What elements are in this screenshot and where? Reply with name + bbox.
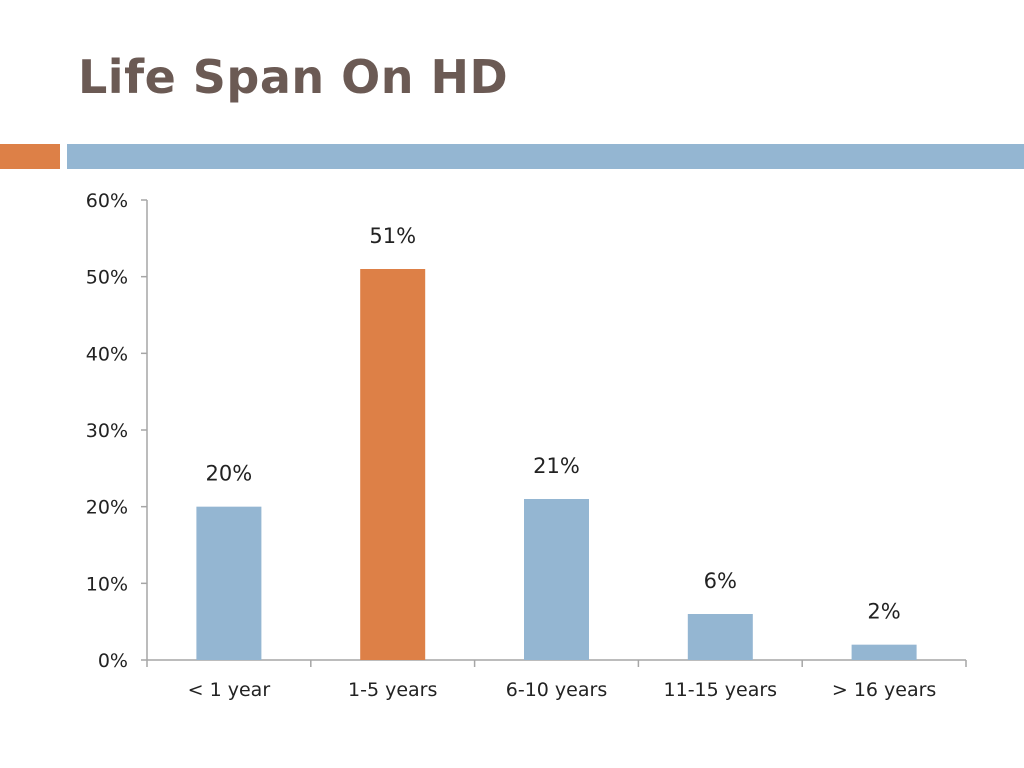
y-tick-label: 20% [86, 497, 128, 519]
data-label: 21% [533, 454, 580, 478]
x-category-label: 6-10 years [506, 679, 607, 701]
bar [524, 499, 589, 660]
y-tick-label: 0% [98, 650, 128, 672]
accent-bar-orange [0, 144, 60, 169]
y-tick-label: 50% [86, 267, 128, 289]
data-label: 51% [369, 224, 416, 248]
data-label: 20% [206, 462, 253, 486]
x-category-label: 1-5 years [348, 679, 437, 701]
accent-bar-blue [67, 144, 1024, 169]
x-category-label: 11-15 years [664, 679, 778, 701]
y-tick-label: 10% [86, 573, 128, 595]
slide-title: Life Span On HD [78, 50, 509, 104]
bar [360, 269, 426, 660]
x-category-label: < 1 year [188, 679, 271, 701]
y-tick-label: 30% [86, 420, 128, 442]
data-label: 2% [867, 600, 900, 624]
bar [196, 506, 262, 660]
y-tick-label: 60% [86, 190, 128, 212]
x-category-label: > 16 years [832, 679, 936, 701]
data-label: 6% [704, 569, 737, 593]
y-tick-label: 40% [86, 343, 128, 365]
bar [851, 644, 917, 660]
bar [687, 614, 753, 660]
